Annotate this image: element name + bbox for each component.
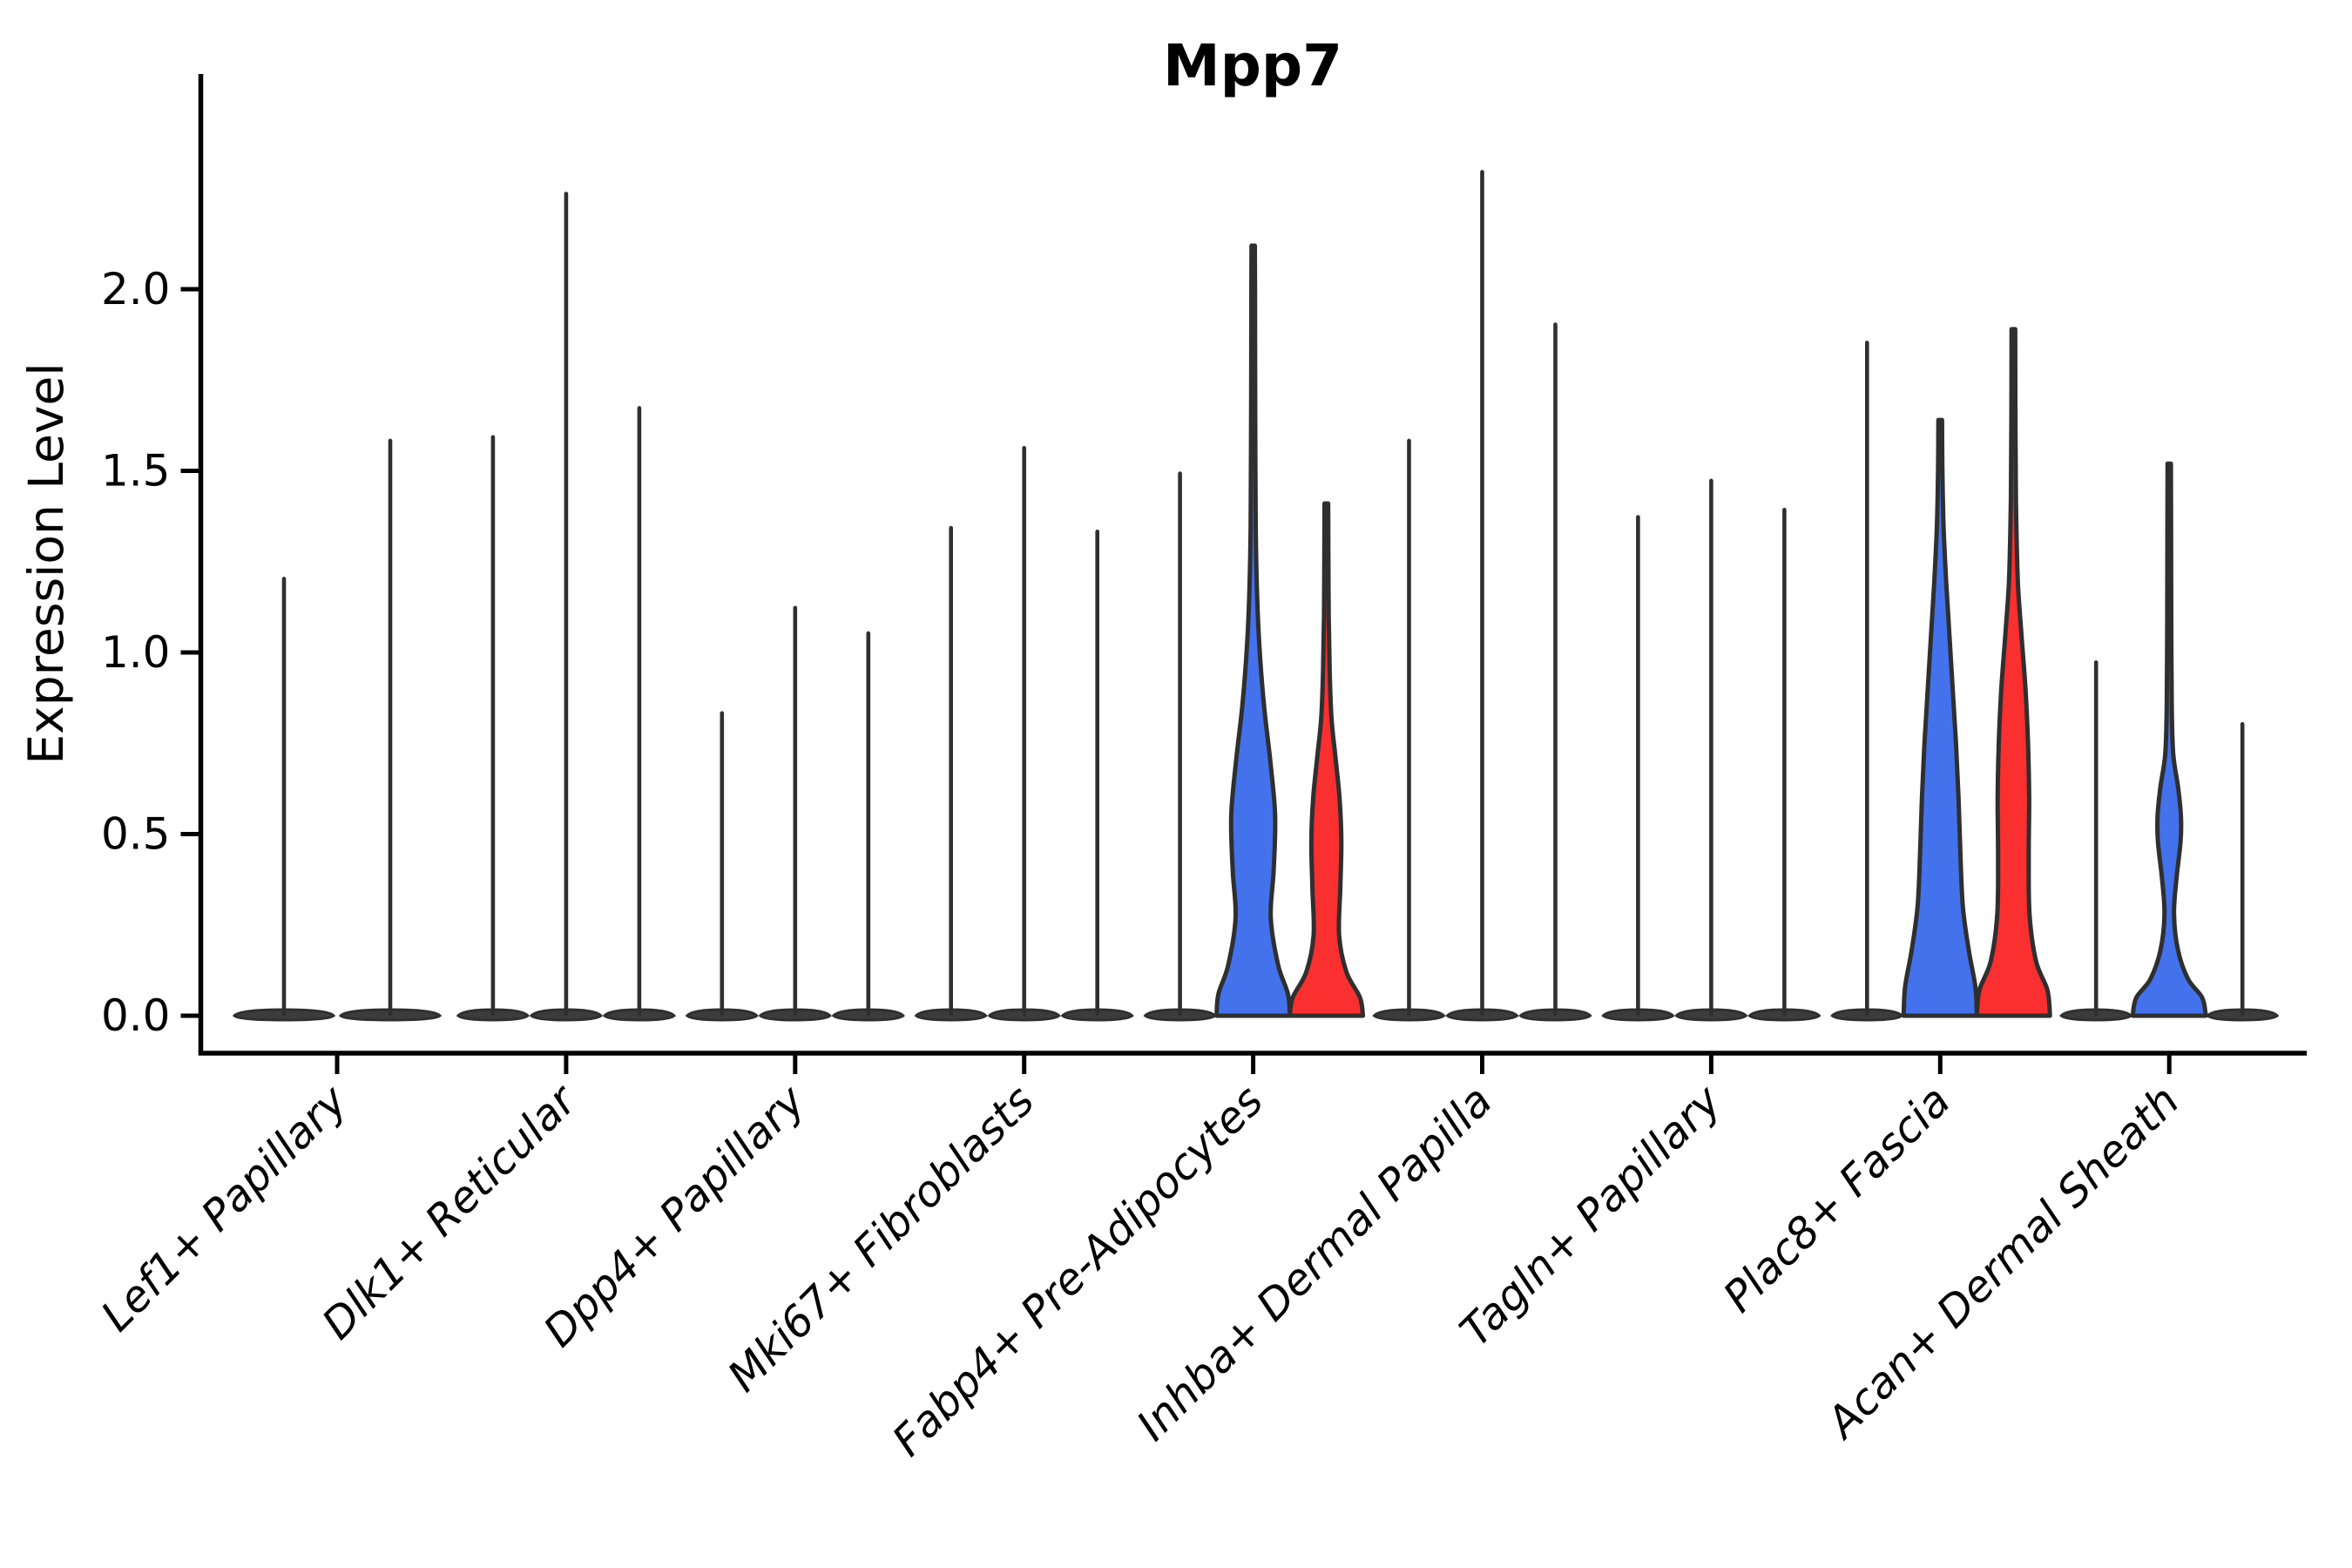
y-tick-label: 1.0	[101, 627, 171, 678]
violin-blue	[1901, 417, 1979, 1018]
x-tick-label: Fabp4+ Pre-Adipocytes	[883, 1076, 1274, 1466]
violin-red	[1288, 501, 1366, 1018]
y-axis-label: Expression Level	[18, 362, 74, 764]
x-tick-label: Plac8+ Fascia	[1713, 1076, 1959, 1321]
violin-blue	[1214, 243, 1293, 1018]
x-tick-label: Dlk1+ Reticular	[313, 1074, 587, 1348]
y-tick-label: 2.0	[101, 264, 171, 314]
chart-title: Mpp7	[1163, 32, 1342, 99]
y-tick-label: 0.0	[101, 990, 171, 1041]
x-tick-label: Lef1+ Papillary	[91, 1075, 357, 1341]
violin-layer	[232, 170, 2280, 1022]
violin-red	[1974, 327, 2052, 1018]
y-tick-label: 0.5	[101, 809, 171, 860]
violin-blue	[2130, 461, 2208, 1018]
y-tick-label: 1.5	[101, 446, 171, 497]
